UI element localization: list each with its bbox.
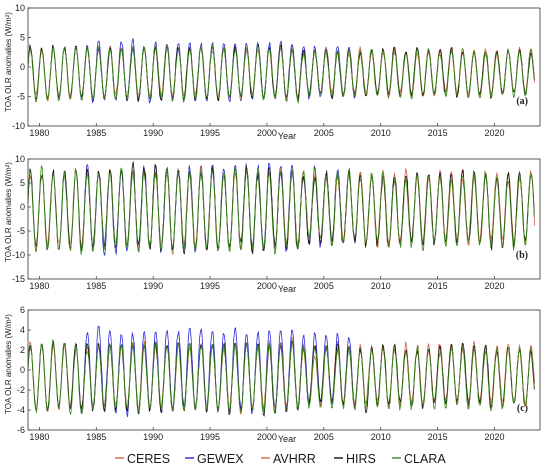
panel-c: TOA OLR anomalies (W/m²) Year (c) -6 -4 -2…: [4, 305, 541, 444]
panel-a-x-tick-label: 1980: [29, 128, 49, 138]
panel-b-series-clara-line: [28, 165, 535, 256]
panel-b-axes-frame: [27, 158, 541, 280]
panel-c-x-tick-label: 2000: [257, 432, 277, 442]
panel-c-y-tick-label: 6: [20, 305, 25, 315]
panel-b-x-tick-label: 1985: [86, 281, 106, 291]
legend-label-clara: CLARA: [404, 452, 446, 466]
panel-c-x-axis-label: Year: [278, 434, 296, 444]
panel-a-label: (a): [516, 96, 528, 107]
panel-c-x-tick-label: 2015: [428, 432, 448, 442]
legend-entry-gewex: GEWEX: [185, 452, 244, 466]
panel-a-x-tick-label: 2015: [428, 128, 448, 138]
panel-c-y-tick-label: 0: [20, 365, 25, 375]
panel-b-y-tick-label: 5: [20, 178, 25, 188]
panel-a-y-tick-label: 5: [20, 33, 25, 43]
panel-c-y-axis-label: TOA OLR anomalies (W/m²): [4, 314, 13, 414]
panel-b-x-tick-label: 2020: [484, 281, 504, 291]
panel-a-series-hirs-line: [28, 44, 535, 102]
legend-entry-hirs: HIRS: [334, 452, 376, 466]
panel-a-x-tick-label: 2005: [314, 128, 334, 138]
panel-b-series-avhrr-line: [28, 165, 535, 255]
panel-b: TOA OLR anomalies (W/m²) Year (b) -15 -10…: [4, 154, 541, 294]
panel-a-series-clara-line: [28, 44, 535, 104]
legend-label-ceres: CERES: [127, 452, 170, 466]
panel-c-series-gewex-line: [78, 325, 358, 418]
panel-a-y-axis-label: TOA OLR anomalies (W/m²): [4, 12, 13, 112]
panel-a-x-tick-label: 2020: [484, 128, 504, 138]
panel-c-y-tick-label: -6: [17, 425, 25, 435]
panel-c-series-avhrr-line: [28, 340, 535, 415]
panel-c-x-tick-label: 1980: [29, 432, 49, 442]
panel-b-x-tick-label: 1990: [143, 281, 163, 291]
panel-a-x-tick-label: 2000: [257, 128, 277, 138]
legend-entry-ceres: CERES: [115, 452, 170, 466]
panel-b-x-tick-label: 2010: [371, 281, 391, 291]
panel-b-x-tick-label: 2015: [428, 281, 448, 291]
panel-a-axes-frame: [27, 7, 541, 127]
panel-c-series-clara-line: [28, 339, 535, 415]
panel-a-x-tick-label: 1985: [86, 128, 106, 138]
panel-b-x-tick-label: 1995: [200, 281, 220, 291]
panel-a-y-tick-label: 0: [20, 62, 25, 72]
legend-label-avhrr: AVHRR: [273, 452, 316, 466]
panel-c-y-tick-label: -4: [17, 405, 25, 415]
panel-c-series-group: [28, 325, 536, 418]
panel-c-x-tick-label: 1990: [143, 432, 163, 442]
panel-c-y-tick-label: 4: [20, 325, 25, 335]
panel-c-x-tick-label: 1985: [86, 432, 106, 442]
panel-b-x-tick-label: 2005: [314, 281, 334, 291]
legend-label-hirs: HIRS: [346, 452, 376, 466]
panel-c-y-tick-label: 2: [20, 345, 25, 355]
panel-b-y-tick-label: 0: [20, 202, 25, 212]
legend-entry-clara: CLARA: [392, 452, 446, 466]
panel-a-y-tick-label: 10: [15, 3, 25, 13]
panel-b-label: (b): [516, 250, 528, 261]
panel-a-y-tick-label: -10: [12, 121, 25, 131]
panel-b-x-axis-label: Year: [278, 284, 296, 294]
legend: CERES GEWEX AVHRR HIRS CLARA: [115, 452, 446, 466]
legend-entry-avhrr: AVHRR: [261, 452, 316, 466]
panel-a-y-tick-label: -5: [17, 92, 25, 102]
panel-b-series-group: [28, 161, 536, 256]
panel-c-x-tick-label: 2010: [371, 432, 391, 442]
panel-a-x-axis-label: Year: [278, 131, 296, 141]
panel-b-y-axis-label: TOA OLR anomalies (W/m²): [4, 162, 13, 262]
panel-b-y-tick-label: -5: [17, 226, 25, 236]
panel-b-x-tick-label: 2000: [257, 281, 277, 291]
panel-b-y-tick-label: -10: [12, 250, 25, 260]
panel-c-x-tick-label: 1995: [200, 432, 220, 442]
panel-b-y-tick-label: -15: [12, 274, 25, 284]
panel-a: TOA OLR anomalies (W/m²) Year (a) -10 -5 0…: [4, 3, 541, 141]
panel-a-x-tick-label: 1990: [143, 128, 163, 138]
panel-c-y-tick-label: -2: [17, 385, 25, 395]
panel-a-series-ceres-line: [268, 44, 536, 101]
panel-a-x-tick-label: 2010: [371, 128, 391, 138]
panel-a-x-tick-label: 1995: [200, 128, 220, 138]
panel-c-x-tick-label: 2005: [314, 432, 334, 442]
panel-c-label: (c): [517, 403, 528, 414]
panel-b-y-tick-label: 10: [15, 154, 25, 164]
legend-label-gewex: GEWEX: [197, 452, 244, 466]
panel-a-series-group: [28, 38, 536, 104]
panel-b-x-tick-label: 1980: [29, 281, 49, 291]
panel-c-x-tick-label: 2020: [484, 432, 504, 442]
